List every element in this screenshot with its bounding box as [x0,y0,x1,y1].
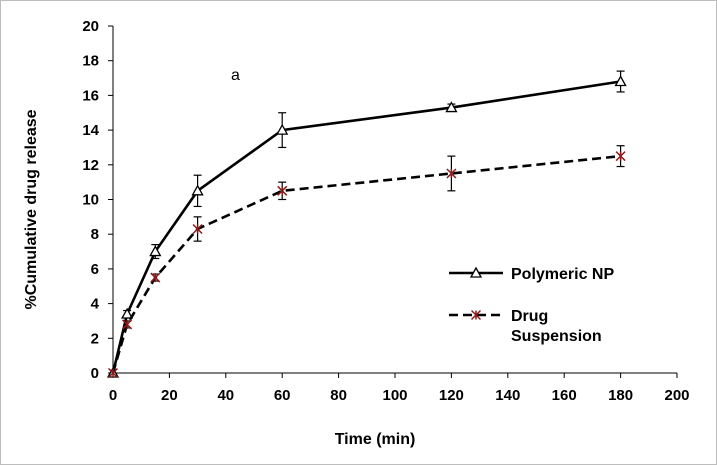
y-tick-label: 20 [82,18,99,35]
y-tick-label: 14 [82,122,99,139]
x-tick-label: 200 [664,387,689,404]
y-axis-title: %Cumulative drug release [23,109,40,309]
series-layer [106,70,627,379]
asterisk-marker [150,272,161,283]
x-tick-label: 0 [109,387,117,404]
legend: Polymeric NP Drug Suspension [449,266,614,345]
asterisk-marker [277,185,288,196]
x-tick-label: 40 [217,387,234,404]
triangle-marker [191,184,204,196]
y-tick-label: 0 [91,365,99,382]
series-drug-suspension [107,145,626,379]
x-tick-label: 160 [552,387,577,404]
legend-item: Drug Suspension [449,308,602,345]
y-tick-label: 8 [91,226,99,243]
triangle-marker [149,245,162,257]
x-tick-label: 120 [439,387,464,404]
asterisk-marker [192,223,203,235]
x-tick-label: 60 [274,387,291,404]
x-tick-label: 80 [330,387,347,404]
triangle-marker [469,266,483,278]
series-polymeric-np [106,70,627,378]
x-tick-label: 20 [161,387,178,404]
legend-label: Drug [511,308,548,325]
triangle-marker [120,307,134,319]
legend-item: Polymeric NP [449,266,614,283]
y-tick-label: 10 [82,192,99,209]
y-tick-label: 16 [82,87,99,104]
panel-annotation: a [231,67,240,84]
x-tick-label: 180 [608,387,633,404]
x-tick-label: 100 [382,387,407,404]
y-tick-label: 6 [91,261,99,278]
x-tick-label: 140 [495,387,520,404]
x-axis-title: Time (min) [335,431,416,448]
asterisk-marker [446,168,457,179]
y-tick-label: 4 [91,296,100,313]
triangle-marker [614,75,627,87]
y-tick-label: 18 [82,53,99,70]
y-tick-label: 12 [82,157,99,174]
asterisk-marker [107,367,119,379]
triangle-marker [445,101,458,113]
y-tick-label: 2 [91,330,99,347]
triangle-marker [276,123,289,135]
asterisk-marker [122,319,133,330]
y-ticks: 0 2 4 6 8 10 12 14 16 18 20 [82,18,113,382]
asterisk-marker [615,151,626,162]
legend-label: Polymeric NP [511,266,614,283]
asterisk-marker [470,309,482,321]
legend-label: Suspension [511,328,602,345]
x-ticks: 0 20 40 60 80 100 120 140 160 180 200 [109,373,690,404]
